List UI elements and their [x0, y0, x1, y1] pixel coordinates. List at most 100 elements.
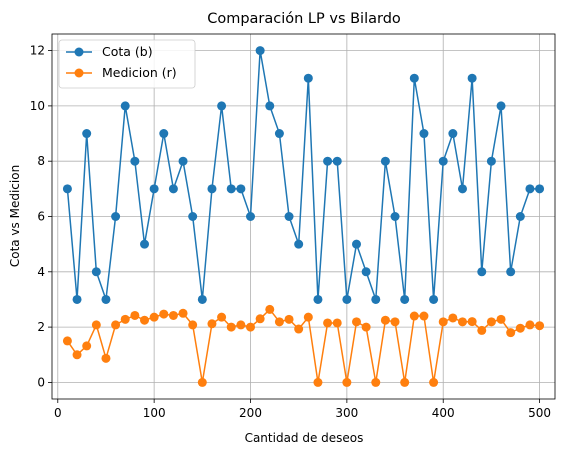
y-tick-label: 8: [37, 154, 45, 168]
data-point-medicion: [207, 319, 217, 329]
data-point-medicion: [149, 312, 159, 322]
y-tick-label: 0: [37, 375, 45, 389]
data-point-medicion: [467, 317, 477, 327]
data-point-cota: [149, 184, 159, 194]
y-tick-label: 4: [37, 265, 45, 279]
data-point-cota: [303, 73, 313, 83]
data-point-medicion: [111, 320, 121, 330]
data-point-medicion: [82, 341, 92, 351]
data-point-cota: [323, 156, 333, 166]
legend-label-medicion: Medicion (r): [102, 65, 177, 80]
data-point-cota: [409, 73, 419, 83]
legend-box: [58, 39, 196, 89]
data-point-cota: [496, 101, 506, 111]
data-point-cota: [217, 101, 227, 111]
data-point-medicion: [409, 311, 419, 321]
data-point-cota: [207, 184, 217, 194]
x-axis-label: Cantidad de deseos: [245, 431, 364, 445]
y-tick-label: 6: [37, 210, 45, 224]
data-point-cota: [419, 129, 429, 139]
data-point-cota: [294, 239, 304, 249]
data-point-cota: [101, 294, 111, 304]
data-point-medicion: [400, 377, 410, 387]
data-point-cota: [477, 267, 487, 277]
data-point-cota: [72, 294, 82, 304]
data-point-medicion: [438, 317, 448, 327]
data-point-medicion: [361, 322, 371, 332]
data-point-medicion: [140, 315, 150, 325]
data-point-medicion: [265, 304, 275, 314]
data-point-medicion: [371, 377, 381, 387]
data-point-cota: [274, 129, 284, 139]
data-point-medicion: [380, 315, 390, 325]
data-point-cota: [342, 294, 352, 304]
legend: Cota (b) Medicion (r): [58, 39, 196, 89]
data-point-cota: [448, 129, 458, 139]
data-point-medicion: [457, 317, 467, 327]
data-point-medicion: [188, 320, 198, 330]
legend-marker-medicion: [74, 68, 84, 78]
data-point-cota: [246, 212, 255, 221]
data-point-medicion: [72, 350, 82, 360]
data-point-cota: [506, 267, 516, 277]
axis-ticks: 0 100 200 300 400 500 0 2 4 6 8 10 12: [30, 44, 551, 420]
data-point-cota: [361, 267, 371, 277]
data-point-medicion: [525, 320, 535, 330]
y-axis-label: Cota vs Medicion: [8, 165, 22, 267]
data-point-medicion: [448, 313, 458, 323]
series-line-cota: [66, 49, 540, 301]
data-point-cota: [130, 156, 140, 166]
data-point-cota: [380, 156, 390, 166]
x-tick-label: 200: [239, 406, 262, 420]
data-point-medicion: [323, 318, 333, 328]
legend-marker-cota: [74, 47, 84, 57]
data-point-cota: [82, 129, 92, 139]
data-point-medicion: [352, 317, 361, 327]
x-tick-label: 400: [432, 406, 455, 420]
x-tick-label: 0: [54, 406, 62, 420]
data-point-cota: [438, 156, 448, 166]
data-point-cota: [535, 184, 545, 194]
x-tick-label: 100: [143, 406, 166, 420]
data-point-medicion: [217, 312, 227, 322]
data-point-medicion: [515, 323, 525, 333]
data-point-cota: [255, 46, 265, 56]
data-point-cota: [525, 184, 535, 194]
series-group: [62, 46, 545, 387]
data-point-cota: [111, 212, 121, 221]
data-point-cota: [236, 184, 246, 194]
y-tick-label: 2: [37, 320, 45, 334]
data-point-cota: [371, 294, 381, 304]
data-point-cota: [197, 294, 207, 304]
data-point-medicion: [535, 321, 545, 331]
data-point-cota: [515, 212, 525, 221]
data-point-cota: [159, 129, 169, 139]
data-point-medicion: [496, 314, 506, 324]
x-tick-label: 300: [335, 406, 358, 420]
data-point-medicion: [284, 314, 294, 324]
data-point-cota: [352, 239, 361, 249]
data-point-cota: [168, 184, 178, 194]
data-point-cota: [226, 184, 236, 194]
data-point-medicion: [255, 314, 265, 324]
data-point-medicion: [390, 317, 400, 327]
data-point-medicion: [294, 324, 304, 334]
data-point-medicion: [313, 377, 323, 387]
data-point-medicion: [120, 314, 130, 324]
chart-title: Comparación LP vs Bilardo: [207, 11, 401, 27]
y-tick-label: 10: [30, 99, 45, 113]
data-point-cota: [120, 101, 130, 111]
data-point-medicion: [477, 325, 487, 335]
data-point-medicion: [342, 377, 352, 387]
data-point-medicion: [159, 309, 169, 319]
data-point-cota: [284, 212, 294, 221]
data-point-medicion: [226, 322, 236, 332]
data-point-medicion: [236, 320, 246, 330]
data-point-cota: [400, 294, 410, 304]
data-point-cota: [332, 156, 342, 166]
data-point-cota: [457, 184, 467, 194]
data-point-medicion: [101, 353, 111, 363]
data-point-medicion: [168, 310, 178, 320]
data-point-medicion: [130, 310, 140, 320]
